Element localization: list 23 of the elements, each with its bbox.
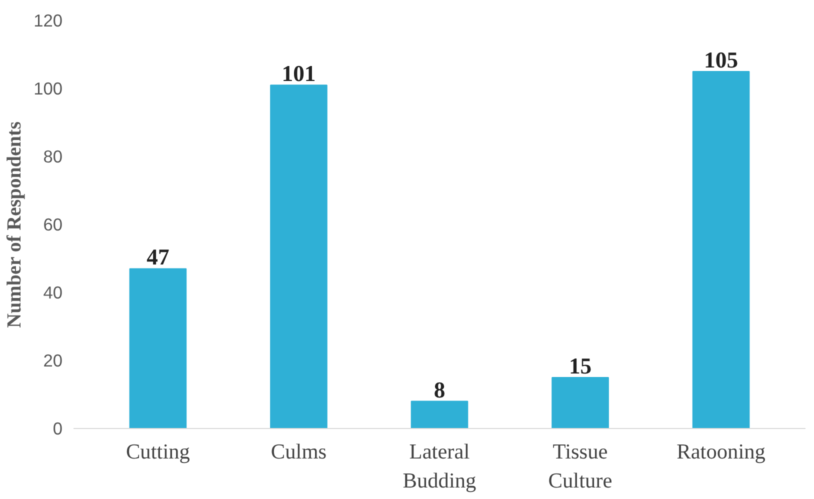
y-tick-label: 80	[43, 146, 63, 166]
data-label: 105	[704, 48, 738, 72]
x-tick-label: Culms	[270, 440, 327, 464]
y-axis-title: Number of Respondents	[4, 121, 26, 328]
bar	[270, 84, 328, 428]
y-tick-label: 40	[43, 282, 63, 302]
y-tick-label: 100	[34, 78, 63, 98]
bar	[410, 400, 468, 428]
data-label: 101	[282, 61, 316, 86]
bar	[129, 268, 187, 428]
x-tick-label: Cutting	[126, 440, 190, 464]
y-tick-label: 120	[34, 10, 63, 30]
x-tick-label: Tissue Culture	[548, 440, 612, 492]
y-tick-label: 0	[52, 418, 63, 438]
bar	[692, 71, 750, 428]
y-tick-label: 20	[43, 350, 63, 370]
data-label: 47	[146, 244, 170, 270]
x-tick-label: Lateral Budding	[402, 440, 477, 492]
y-tick-label: 60	[43, 214, 63, 234]
x-tick-label: Ratooning	[676, 440, 766, 464]
data-label: 15	[568, 354, 592, 378]
bar	[552, 377, 609, 428]
data-label: 8	[434, 377, 446, 402]
